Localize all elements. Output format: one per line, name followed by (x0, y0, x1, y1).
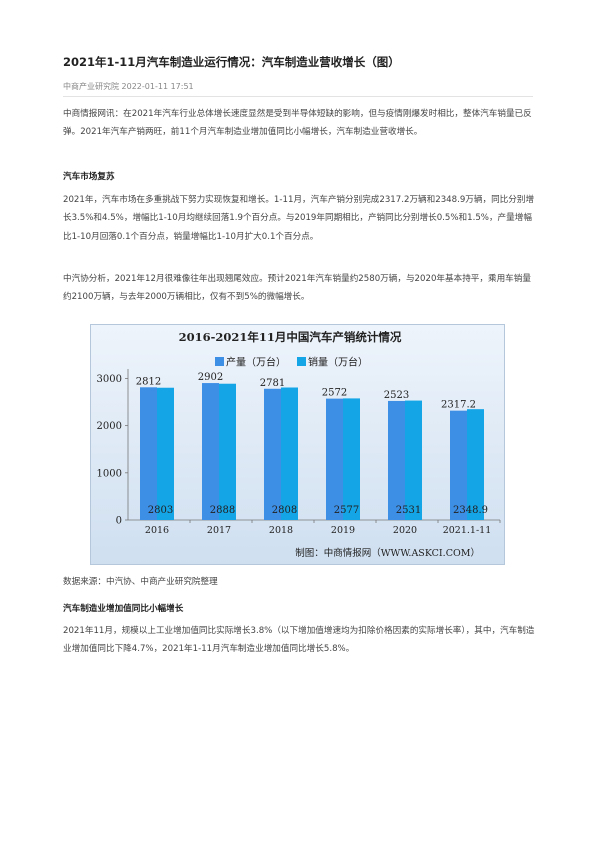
x-tick-label: 2020 (393, 525, 417, 536)
data-label-production: 2812 (136, 376, 161, 387)
data-label-sales: 2888 (210, 505, 235, 516)
bar-production (202, 383, 219, 520)
bar-sales (343, 398, 360, 520)
x-tick-label: 2016 (145, 525, 169, 536)
legend-swatch-production (215, 357, 224, 366)
intro-paragraph: 中商情报网讯：在2021年汽车行业总体增长速度显然是受到半导体短缺的影响，但与疫… (63, 109, 532, 138)
bar-production (388, 400, 405, 520)
bar-sales (219, 383, 236, 520)
data-label-sales: 2577 (334, 505, 359, 516)
x-tick-label: 2019 (331, 525, 355, 536)
data-label-sales: 2803 (148, 505, 173, 516)
bar-production (264, 388, 281, 520)
y-tick-label: 3000 (97, 374, 122, 385)
article-title: 2021年1-11月汽车制造业运行情况：汽车制造业营收增长（图） (63, 55, 400, 69)
data-label-sales: 2348.9 (453, 505, 488, 516)
market-paragraph: 2021年，汽车市场在多重挑战下努力实现恢复和增长。1-11月，汽车产销分别完成… (63, 195, 535, 242)
data-label-production: 2572 (322, 388, 347, 399)
y-tick-label: 0 (116, 516, 122, 527)
chart-title: 2016-2021年11月中国汽车产销统计情况 (179, 330, 402, 344)
bar-production (450, 410, 467, 520)
data-source-note: 数据来源：中汽协、中商产业研究院整理 (63, 577, 218, 587)
data-label-production: 2523 (384, 390, 409, 401)
legend-label-sales: 销量（万台） (308, 356, 368, 369)
legend-label-production: 产量（万台） (226, 356, 286, 369)
data-label-sales: 2531 (396, 505, 421, 516)
value-added-paragraph: 2021年11月，规模以上工业增加值同比实际增长3.8%（以下增加值增速均为扣除… (63, 626, 535, 655)
x-tick-label: 2021.1-11 (443, 525, 492, 536)
legend-swatch-sales (297, 357, 306, 366)
x-tick-label: 2018 (269, 525, 293, 536)
y-tick-label: 1000 (97, 468, 122, 479)
bar-sales (467, 409, 484, 520)
data-label-production: 2317.2 (441, 400, 476, 411)
divider (63, 96, 533, 97)
article-meta: 中商产业研究院 2022-01-11 17:51 (63, 82, 194, 91)
y-tick-label: 2000 (97, 421, 122, 432)
forecast-paragraph: 中汽协分析，2021年12月很难像往年出现翘尾效应。预计2021年汽车销量约25… (63, 274, 531, 303)
data-label-sales: 2808 (272, 505, 297, 516)
bar-sales (157, 387, 174, 520)
bar-sales (281, 387, 298, 520)
data-label-production: 2781 (260, 378, 285, 389)
data-label-production: 2902 (198, 372, 223, 383)
x-tick-label: 2017 (207, 525, 231, 536)
bar-production (326, 398, 343, 520)
section-heading-market-recovery: 汽车市场复苏 (63, 172, 115, 182)
chart-footer: 制图：中商情报网（WWW.ASKCI.COM） (295, 547, 480, 559)
bar-sales (405, 400, 422, 520)
bar-production (140, 387, 157, 520)
section-heading-value-added: 汽车制造业增加值同比小幅增长 (63, 604, 184, 614)
production-sales-chart: 2016-2021年11月中国汽车产销统计情况 产量（万台） 销量（万台） 0 1… (90, 324, 505, 565)
